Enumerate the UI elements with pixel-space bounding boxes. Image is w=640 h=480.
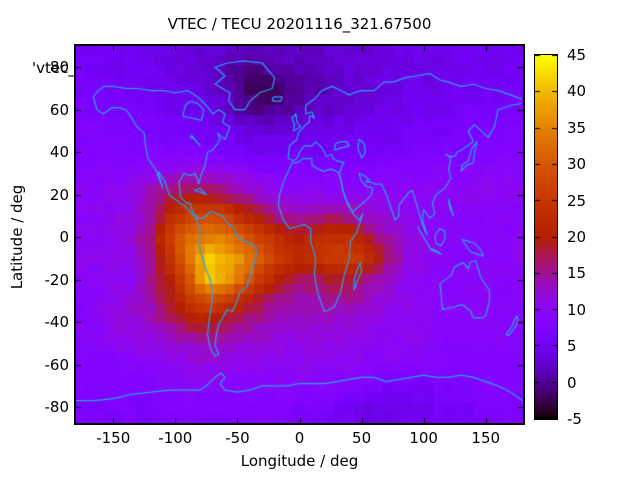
x-axis-title: Longitude / deg [240,452,359,470]
colorbar-tick-label: 25 [567,191,587,210]
y-tick-label: 0 [59,228,69,247]
colorbar-tick-label: 15 [567,264,587,283]
legend-key-label: 'vtec_ [32,59,76,77]
colorbar-tick-label: 35 [567,118,587,137]
x-tick-label: 50 [352,429,372,447]
x-tick-label: -50 [225,429,250,447]
colorbar-tick-label: 5 [567,337,577,356]
chart-title: VTEC / TECU 20201116_321.67500 [167,15,432,33]
tec-heatmap-canvas [76,46,523,423]
x-tick-label: -150 [96,429,131,447]
y-tick-label: -60 [44,355,70,374]
colorbar-tick-label: 45 [567,46,587,64]
colorbar-tick-label: 0 [567,373,577,392]
x-tick-label: -100 [158,429,193,447]
colorbar [534,54,558,420]
colorbar-tick-label: 10 [567,300,587,319]
y-tick-label: 60 [49,100,69,119]
y-tick-label: -80 [44,398,70,417]
y-tick-label: 80 [49,58,69,77]
y-tick-label: 40 [49,143,69,162]
y-tick-label: -20 [44,270,70,289]
x-tick-label: 150 [471,429,501,447]
colorbar-tick-label: 20 [567,228,587,246]
map-plot-area [74,44,525,425]
colorbar-tick-label: 30 [567,155,587,174]
colorbar-tick-label: -5 [567,410,582,428]
y-tick-label: 20 [49,185,69,204]
y-tick-label: -40 [44,313,70,332]
colorbar-canvas [535,55,557,419]
x-tick-label: 100 [409,429,438,447]
x-tick-label: 0 [294,429,305,447]
colorbar-tick-label: 40 [567,82,587,101]
